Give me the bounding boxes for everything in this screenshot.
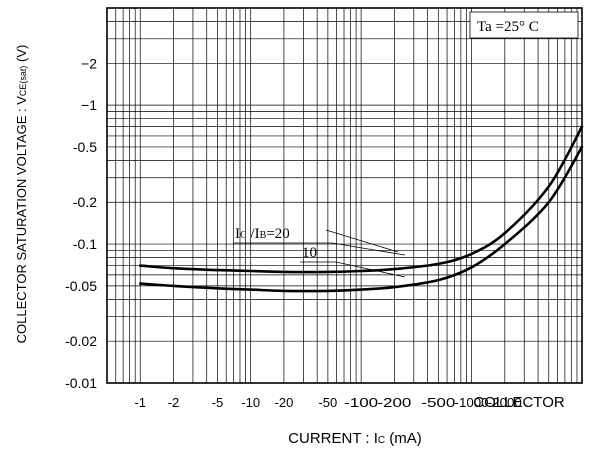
series-label-ratio: IC /IB=20 xyxy=(235,226,290,242)
x-axis-label-main: CURRENT : I xyxy=(288,430,378,447)
y-tick-label: -0.01 xyxy=(65,375,97,391)
series-label-slash: /I xyxy=(247,226,260,242)
y-tick-label: -0.02 xyxy=(65,333,97,349)
x-tick-label: -2 xyxy=(168,395,180,410)
x-tick-label: -200 xyxy=(377,395,411,410)
y-tick-label: -0.1 xyxy=(73,236,97,252)
labels: -1 -2 -5 -10 -20 -50 -100 -200 -500 -1000 -2000 -0.… xyxy=(65,55,522,410)
grid xyxy=(107,8,582,383)
x-tick-label: -500 xyxy=(421,395,455,410)
y-tick-label: −1 xyxy=(81,97,97,113)
curves xyxy=(138,125,584,293)
series-leader-line xyxy=(325,229,399,253)
x-tick-label: -2000 xyxy=(488,395,522,410)
y-tick-label: -0.5 xyxy=(73,139,97,155)
y-tick-label: -0.05 xyxy=(65,278,97,294)
y-tick-label: -0.2 xyxy=(73,194,97,210)
series-line-ratio-10 xyxy=(138,145,584,293)
x-tick-label: -50 xyxy=(318,395,337,410)
x-tick-label: -100 xyxy=(344,395,378,410)
x-tick-label: -10 xyxy=(241,395,260,410)
x-axis-label-sub: C xyxy=(378,435,385,446)
x-axis-label-line1: COLLECTOR xyxy=(473,394,565,411)
y-axis-label-main: COLLECTOR SATURATION VOLTAGE : V xyxy=(14,96,29,344)
x-axis-label-unit: (mA) xyxy=(385,430,422,447)
series-label-sub-c: C xyxy=(240,230,247,241)
series-line-ratio-20 xyxy=(138,125,584,274)
y-axis-label-unit: (V) xyxy=(14,45,29,66)
x-axis-label-line2: CURRENT : IC (mA) xyxy=(288,430,422,447)
x-tick-label: -1000 xyxy=(455,395,489,410)
series-leader-line xyxy=(335,261,406,278)
x-tick-label: -1 xyxy=(134,395,146,410)
series-label-10: 10 xyxy=(302,245,317,261)
x-tick-label: -20 xyxy=(275,395,294,410)
series-leader-line xyxy=(331,242,406,256)
plot-frame xyxy=(106,7,583,384)
y-axis-label-sub: CE(sat) xyxy=(18,66,28,97)
condition-box xyxy=(469,11,579,39)
condition-label: Ta =25° C xyxy=(477,19,539,35)
y-tick-label: −2 xyxy=(81,55,97,71)
y-axis-label: COLLECTOR SATURATION VOLTAGE : VCE(sat) … xyxy=(14,45,29,344)
series-label-20: =20 xyxy=(266,226,289,242)
series-label-sub-b: B xyxy=(260,230,267,241)
x-tick-label: -5 xyxy=(212,395,224,410)
series-label-i: I xyxy=(235,226,240,242)
